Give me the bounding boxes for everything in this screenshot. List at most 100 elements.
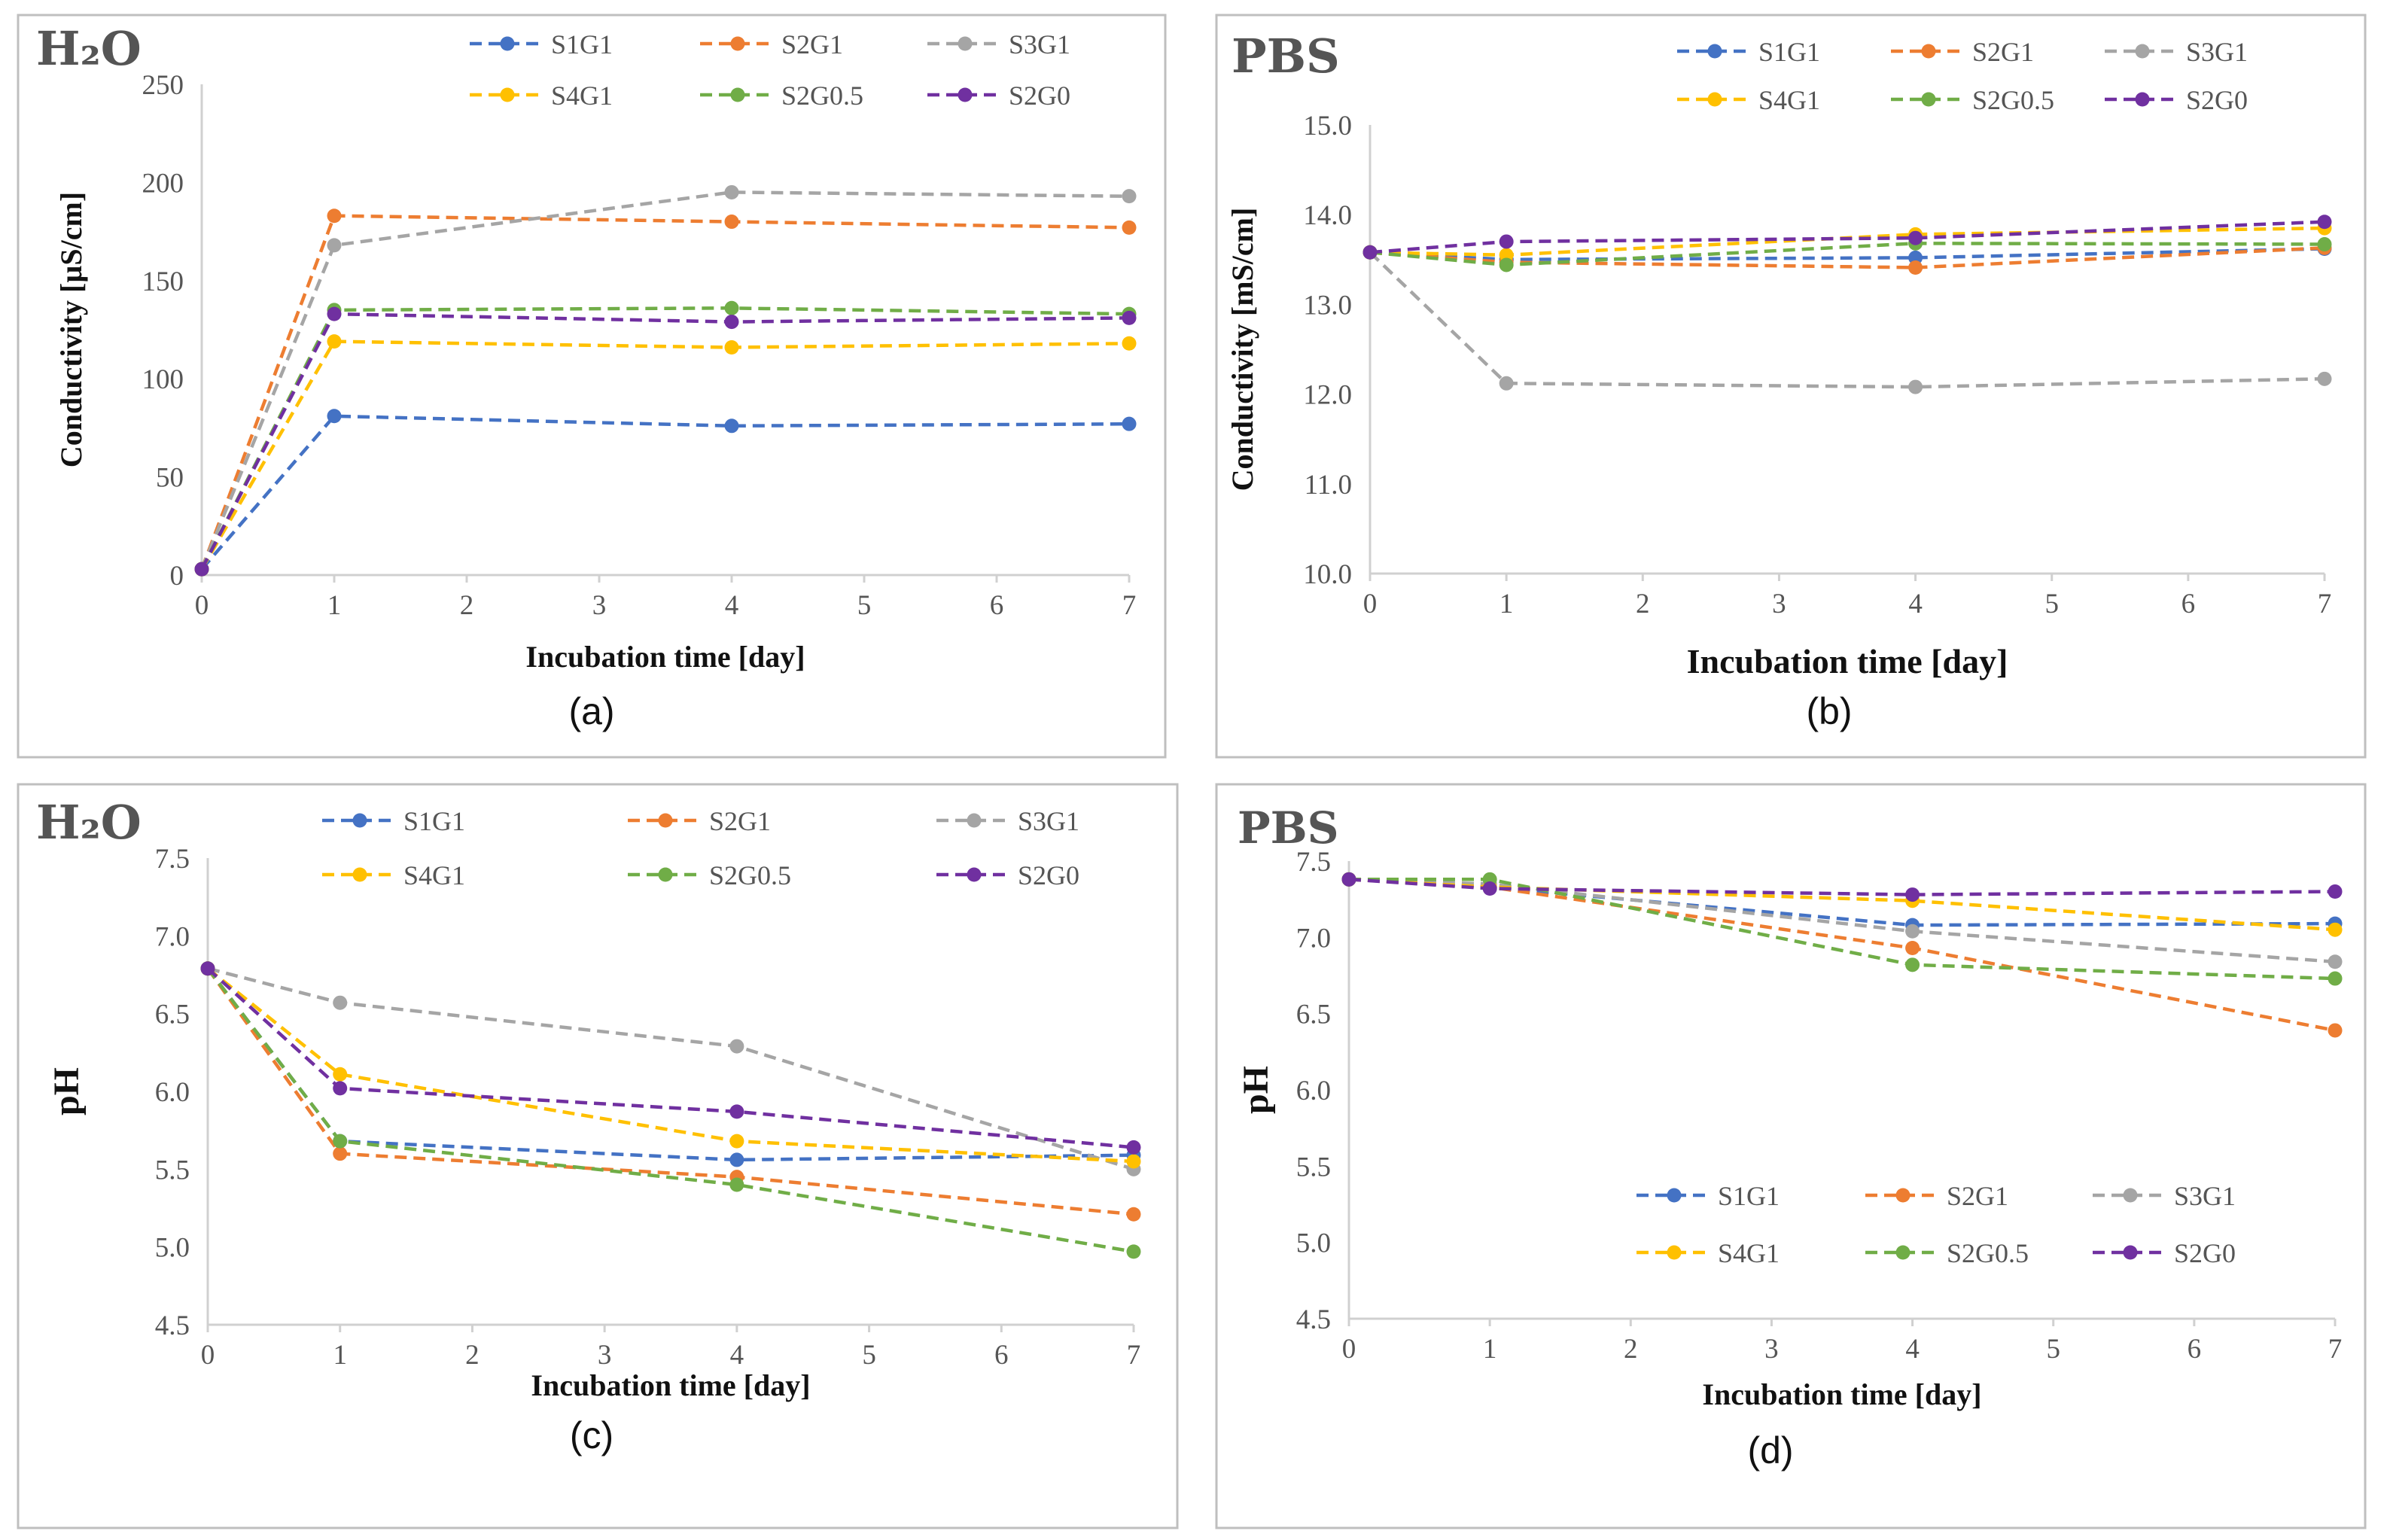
x-tick-label: 7 bbox=[2328, 1334, 2343, 1365]
data-point-S3G1 bbox=[1905, 924, 1920, 939]
legend-marker-S2G0 bbox=[958, 87, 973, 102]
legend-marker-S2G0 bbox=[2135, 92, 2150, 107]
x-tick-label: 0 bbox=[1342, 1334, 1356, 1365]
series-line-S2G0 bbox=[1369, 220, 2325, 254]
series-line-S4G1 bbox=[1369, 226, 2325, 257]
panel-caption: (c) bbox=[570, 1414, 613, 1456]
series-line-S2G0.5 bbox=[1369, 242, 2325, 267]
data-point-S2G0.5 bbox=[1126, 1244, 1141, 1259]
x-tick-label: 1 bbox=[327, 590, 342, 621]
legend-marker-S2G0 bbox=[2123, 1245, 2138, 1260]
y-tick-label: 150 bbox=[142, 266, 184, 297]
x-tick-label: 4 bbox=[730, 1340, 744, 1371]
x-tick-label: 6 bbox=[994, 1340, 1009, 1371]
series-line-S1G1 bbox=[200, 414, 1130, 571]
data-point-S1G1 bbox=[1122, 416, 1137, 431]
y-tick-label: 6.0 bbox=[1296, 1076, 1331, 1106]
data-point-S1G1 bbox=[1908, 250, 1923, 265]
y-tick-label: 7.0 bbox=[1296, 923, 1331, 954]
x-tick-label: 4 bbox=[1905, 1334, 1920, 1365]
data-point-S2G0.5 bbox=[2328, 971, 2343, 986]
x-tick-label: 7 bbox=[2318, 589, 2332, 619]
data-point-S4G1 bbox=[2328, 922, 2343, 937]
data-point-S2G0 bbox=[327, 306, 342, 321]
data-point-S2G0.5 bbox=[1499, 257, 1514, 272]
x-tick-label: 3 bbox=[598, 1340, 612, 1371]
panel-caption: (d) bbox=[1747, 1429, 1793, 1472]
data-point-S2G0 bbox=[1482, 881, 1497, 896]
data-point-S2G1 bbox=[333, 1146, 348, 1161]
legend-label: S2G0 bbox=[2174, 1238, 2236, 1268]
data-point-S2G0.5 bbox=[1905, 957, 1920, 972]
legend: S1G1 S2G1 S3G1 S4G1 S2G0.5 S2G0 bbox=[470, 29, 1070, 111]
x-tick-label: 0 bbox=[1363, 589, 1378, 619]
data-point-S2G0 bbox=[194, 562, 209, 577]
legend-marker-S2G0 bbox=[967, 867, 982, 882]
data-point-S3G1 bbox=[1122, 189, 1137, 204]
data-point-S2G0 bbox=[333, 1081, 348, 1096]
y-tick-label: 12.0 bbox=[1303, 380, 1352, 411]
y-tick-label: 6.5 bbox=[155, 1000, 190, 1030]
legend-marker-S2G0.5 bbox=[1921, 92, 1936, 107]
legend-marker-S3G1 bbox=[2135, 44, 2150, 59]
data-point-S3G1 bbox=[724, 184, 739, 199]
data-point-S2G1 bbox=[327, 208, 342, 224]
panel-title: H₂O bbox=[36, 21, 142, 76]
x-tick-label: 2 bbox=[460, 590, 474, 621]
panel-a: H₂O 0 50 100 150 200 250 0 1 2 3 4 5 6 7 Incubation tim… bbox=[17, 14, 1167, 759]
legend-marker-S2G0.5 bbox=[730, 87, 745, 102]
data-point-S2G1 bbox=[1905, 941, 1920, 956]
legend-label: S4G1 bbox=[1758, 85, 1820, 115]
data-point-S2G0.5 bbox=[333, 1134, 348, 1149]
panel-title: PBS bbox=[1238, 802, 1339, 854]
x-tick-label: 6 bbox=[990, 590, 1004, 621]
panel-frame bbox=[1215, 783, 2367, 1529]
data-point-S2G1 bbox=[1122, 220, 1137, 235]
data-point-S2G0 bbox=[1341, 872, 1356, 887]
data-point-S3G1 bbox=[1908, 379, 1923, 394]
x-tick-label: 5 bbox=[857, 590, 872, 621]
series-line-S4G1 bbox=[200, 339, 1130, 571]
legend: S1G1 S2G1 S3G1 S4G1 S2G0.5 S2G0 bbox=[1677, 37, 2248, 115]
x-tick-label: 2 bbox=[465, 1340, 480, 1371]
data-point-S1G1 bbox=[327, 409, 342, 424]
series-line-S2G1 bbox=[206, 967, 1134, 1216]
legend-marker-S2G1 bbox=[1921, 44, 1936, 59]
legend-marker-S2G1 bbox=[1895, 1188, 1911, 1203]
legend-marker-S4G1 bbox=[1707, 92, 1722, 107]
series-line-S3G1 bbox=[1369, 251, 2325, 389]
series-line-S1G1 bbox=[1348, 878, 2336, 927]
y-tick-label: 7.5 bbox=[1296, 847, 1331, 878]
x-tick-label: 5 bbox=[2046, 1334, 2060, 1365]
x-tick-label: 1 bbox=[1483, 1334, 1497, 1365]
legend-label: S3G1 bbox=[1018, 806, 1079, 836]
x-tick-label: 2 bbox=[1636, 589, 1650, 619]
data-point-S2G0 bbox=[1499, 234, 1514, 249]
panel-caption: (a) bbox=[568, 690, 614, 732]
legend-marker-S2G0.5 bbox=[1895, 1245, 1911, 1260]
data-point-S2G0 bbox=[1908, 230, 1923, 245]
y-tick-label: 100 bbox=[142, 364, 184, 395]
legend-marker-S4G1 bbox=[1667, 1245, 1682, 1260]
y-tick-label: 4.5 bbox=[1296, 1304, 1331, 1335]
data-point-S3G1 bbox=[2317, 371, 2332, 386]
data-point-S1G1 bbox=[729, 1152, 744, 1167]
y-tick-label: 5.0 bbox=[1296, 1228, 1331, 1259]
panel-frame bbox=[17, 783, 1179, 1529]
y-tick-label: 200 bbox=[142, 168, 184, 199]
series-line-S4G1 bbox=[1348, 878, 2336, 932]
data-point-S2G0 bbox=[1126, 1140, 1141, 1155]
y-tick-label: 13.0 bbox=[1303, 290, 1352, 321]
panel-c: H₂O 4.5 5.0 5.5 6.0 6.5 7.0 7.5 0 1 2 3 4 5 6 7 Incubati… bbox=[17, 783, 1179, 1529]
data-point-S4G1 bbox=[724, 339, 739, 355]
y-axis-label: Conductivity [µS/cm] bbox=[54, 192, 88, 467]
legend-marker-S1G1 bbox=[1667, 1188, 1682, 1203]
y-tick-label: 11.0 bbox=[1305, 470, 1352, 501]
x-tick-label: 6 bbox=[2188, 1334, 2202, 1365]
legend-label: S1G1 bbox=[1758, 37, 1820, 67]
data-point-S2G0 bbox=[1122, 310, 1137, 325]
data-point-S3G1 bbox=[333, 995, 348, 1010]
data-point-S2G0 bbox=[1905, 887, 1920, 902]
legend-label: S1G1 bbox=[1718, 1181, 1780, 1211]
